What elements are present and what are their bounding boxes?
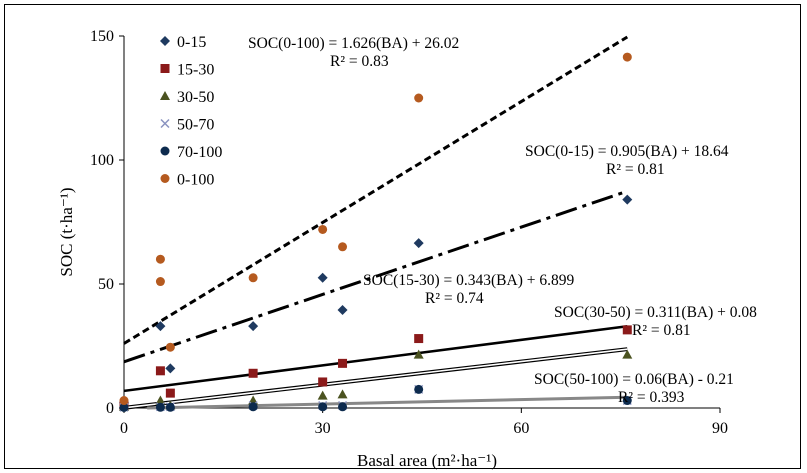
- legend-label-50-70: 50-70: [177, 117, 214, 134]
- r-squared-label: R² = 0.393: [618, 389, 685, 406]
- data-point-0-100: [165, 342, 175, 352]
- equation-label: SOC(0-15) = 0.905(BA) + 18.64: [525, 143, 729, 160]
- data-point-15-30: [248, 368, 258, 378]
- legend-label-70-100: 70-100: [177, 144, 222, 161]
- legend-label-0-100: 0-100: [177, 172, 214, 189]
- y-tick-label: 50: [98, 276, 114, 293]
- data-point-70-100: [248, 402, 258, 412]
- trendline-3: [123, 348, 628, 409]
- trendline-2: [123, 325, 628, 393]
- trendline-0: [123, 35, 629, 345]
- data-point-0-15: [165, 363, 176, 374]
- data-point-0-100: [318, 224, 328, 234]
- r-squared-label: R² = 0.74: [425, 290, 484, 307]
- r-squared-label: R² = 0.83: [330, 53, 389, 70]
- data-point-0-15: [622, 194, 633, 205]
- data-point-15-30: [155, 366, 165, 376]
- data-point-0-100: [119, 396, 129, 406]
- data-point-0-100: [414, 93, 424, 103]
- data-point-15-30: [338, 358, 348, 368]
- y-tick-label: 100: [90, 152, 114, 169]
- legend-label-15-30: 15-30: [177, 62, 214, 79]
- trendline-4: [147, 395, 628, 410]
- y-axis-label: SOC (t·ha⁻¹): [57, 187, 76, 276]
- data-point-0-15: [317, 272, 328, 283]
- equation-label: SOC(50-100) = 0.06(BA) - 0.21: [534, 371, 734, 388]
- data-point-70-100: [318, 402, 328, 412]
- data-point-0-15: [155, 321, 166, 332]
- x-tick-label: 30: [315, 420, 331, 437]
- trendline-1: [123, 189, 628, 364]
- equation-label: SOC(0-100) = 1.626(BA) + 26.02: [248, 35, 459, 52]
- equation-label: SOC(30-50) = 0.311(BA) + 0.08: [554, 304, 757, 321]
- legend-label-0-15: 0-15: [177, 34, 206, 51]
- data-point-15-30: [165, 388, 175, 398]
- data-point-70-100: [119, 403, 129, 413]
- x-tick-label: 90: [712, 420, 728, 437]
- data-point-0-100: [155, 254, 165, 264]
- legend-marker-0-15: [160, 36, 170, 46]
- data-point-30-50: [155, 395, 166, 405]
- data-point-15-30: [414, 334, 424, 344]
- data-point-15-30: [318, 377, 328, 387]
- legend-label-30-50: 30-50: [177, 89, 214, 106]
- x-tick-label: 0: [120, 420, 128, 437]
- data-point-0-100: [338, 242, 348, 252]
- data-point-30-50: [622, 349, 633, 359]
- data-point-0-100: [155, 277, 165, 287]
- data-point-0-100: [622, 52, 632, 62]
- r-squared-label: R² = 0.81: [606, 161, 665, 178]
- data-point-0-15: [337, 305, 348, 316]
- data-point-70-100: [414, 384, 424, 394]
- chart-frame: [4, 4, 801, 469]
- x-tick-label: 60: [513, 420, 529, 437]
- legend-marker-0-100: [160, 174, 170, 183]
- data-point-30-50: [337, 389, 348, 399]
- data-point-0-15: [413, 238, 424, 249]
- data-point-70-100: [338, 402, 348, 412]
- data-point-0-15: [248, 321, 259, 332]
- y-tick-label: 150: [90, 28, 114, 45]
- legend-marker-15-30: [160, 64, 170, 73]
- data-point-15-30: [622, 325, 632, 335]
- data-point-70-100: [622, 396, 632, 406]
- equation-label: SOC(15-30) = 0.343(BA) + 6.899: [363, 272, 574, 289]
- data-point-70-100: [165, 402, 175, 412]
- legend-marker-30-50: [160, 91, 170, 100]
- data-point-0-100: [248, 273, 258, 283]
- r-squared-label: R² = 0.81: [632, 322, 691, 339]
- y-tick-label: 0: [106, 400, 114, 417]
- legend-marker-50-70: [160, 118, 170, 129]
- data-point-70-100: [155, 402, 165, 412]
- legend-marker-70-100: [160, 146, 170, 156]
- x-axis-label: Basal area (m²·ha⁻¹): [357, 451, 497, 470]
- data-point-30-50: [317, 390, 328, 400]
- data-point-30-50: [413, 349, 424, 359]
